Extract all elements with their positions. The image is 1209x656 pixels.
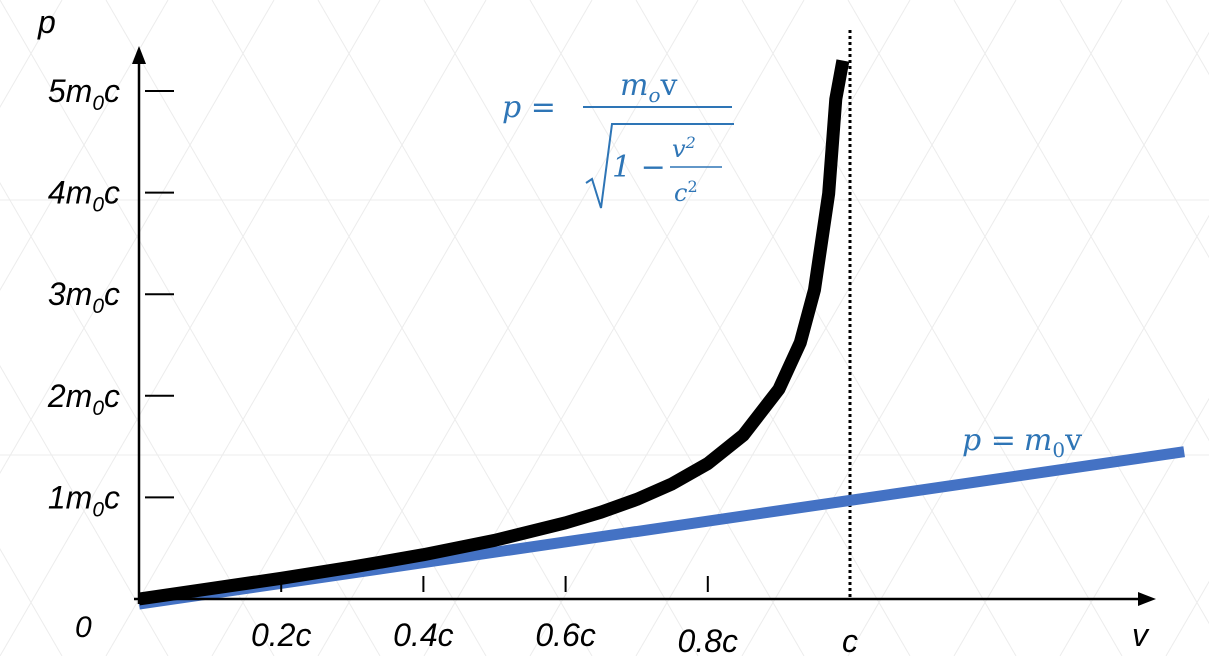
lattice-line bbox=[635, 0, 1017, 656]
formula-rel-sqrt-sign bbox=[585, 123, 734, 209]
formula-classical: p = m0v bbox=[962, 423, 1082, 462]
formula-rel-lhs: p = bbox=[502, 90, 556, 125]
lattice-line bbox=[0, 181, 275, 656]
lattice-line bbox=[529, 0, 911, 656]
lattice-line bbox=[0, 0, 381, 656]
lattice-line bbox=[953, 214, 1209, 656]
lattice-line bbox=[0, 0, 169, 292]
lattice-line bbox=[211, 0, 593, 656]
lattice-line bbox=[847, 0, 1209, 625]
lattice-line bbox=[1059, 397, 1209, 656]
y-tick-label: 1m0c bbox=[48, 479, 120, 521]
formula-rel-numerator: mov bbox=[620, 68, 678, 107]
lattice-line bbox=[1059, 0, 1209, 259]
y-axis-label: p bbox=[37, 4, 56, 40]
y-tick-label: 5m0c bbox=[48, 73, 120, 115]
y-tick-label: 2m0c bbox=[47, 378, 120, 420]
y-tick-label: 4m0c bbox=[48, 175, 120, 217]
x-ticks: 0.2c 0.4c 0.6c 0.8c c bbox=[251, 576, 858, 656]
x-tick-label: 0.8c bbox=[678, 623, 738, 656]
lattice-line bbox=[1165, 580, 1209, 656]
formula-rel-inner-den: c2 bbox=[674, 177, 698, 207]
lattice-line bbox=[0, 364, 169, 656]
formula-relativistic: p = mov 1 − v2 c2 bbox=[502, 68, 734, 209]
axes bbox=[132, 46, 1156, 606]
series-layer bbox=[138, 59, 1185, 610]
lattice-line bbox=[847, 31, 1209, 656]
x-tick-label: 0.2c bbox=[251, 617, 311, 653]
y-axis-arrow-icon bbox=[132, 46, 146, 64]
x-tick-label: c bbox=[842, 623, 858, 656]
x-axis-label: v bbox=[1132, 617, 1150, 653]
x-axis-arrow-icon bbox=[1138, 592, 1156, 606]
x-tick-label: 0.4c bbox=[393, 617, 453, 653]
x-tick-label: 0.6c bbox=[535, 617, 595, 653]
lattice-line bbox=[0, 0, 275, 475]
lattice-line bbox=[1165, 0, 1209, 76]
origin-label: 0 bbox=[75, 611, 92, 644]
series-line-relativistic bbox=[138, 59, 850, 606]
y-tick-label: 3m0c bbox=[48, 276, 120, 318]
lattice-line bbox=[105, 0, 487, 656]
lattice-line bbox=[317, 0, 699, 656]
y-ticks: 1m0c 2m0c 3m0c 4m0c 5m0c bbox=[47, 73, 174, 521]
formula-rel-inner-num: v2 bbox=[672, 133, 696, 163]
formula-rel-denominator-one: 1 − bbox=[612, 150, 666, 185]
lattice-line bbox=[741, 0, 1123, 656]
